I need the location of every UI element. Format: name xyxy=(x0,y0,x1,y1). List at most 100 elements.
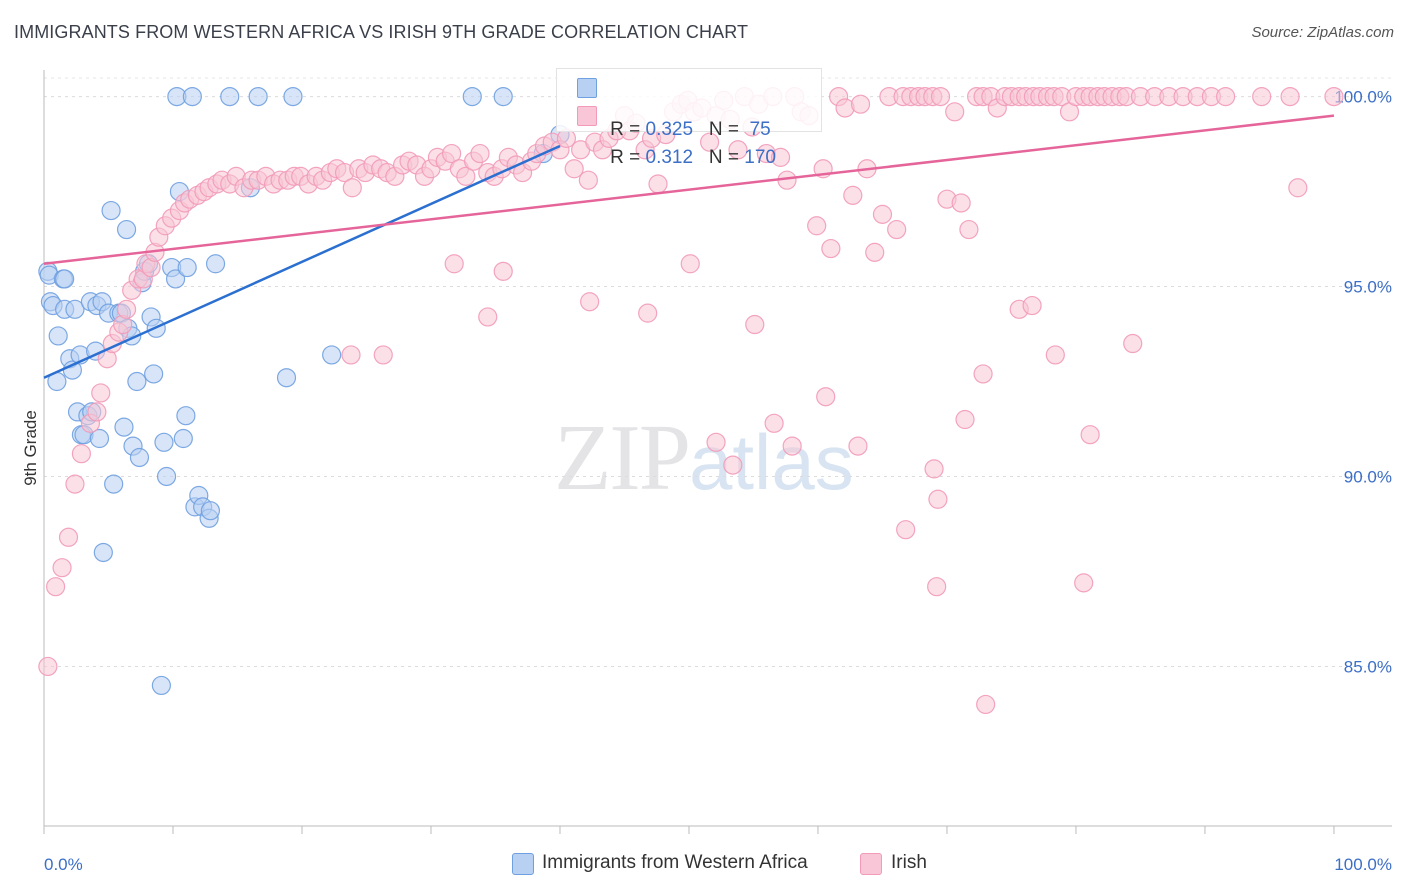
irish-point xyxy=(924,459,944,479)
western-africa-point xyxy=(462,86,482,107)
irish-point xyxy=(848,436,868,456)
irish-point xyxy=(764,413,784,433)
irish-point xyxy=(843,185,863,205)
western-africa-point xyxy=(65,299,85,319)
y-tick-label: 90.0% xyxy=(1344,467,1392,486)
irish-point xyxy=(373,345,393,365)
western-africa-point xyxy=(114,417,134,437)
source-label: Source: ZipAtlas.com xyxy=(1251,24,1394,41)
irish-point xyxy=(580,292,600,312)
bottom-legend-swatch-irish xyxy=(860,853,882,875)
western-africa-point xyxy=(493,86,513,107)
irish-point xyxy=(58,527,79,547)
western-africa-point xyxy=(322,345,342,365)
western-africa-point xyxy=(101,200,121,221)
irish-point xyxy=(46,577,66,597)
irish-point xyxy=(782,436,802,456)
irish-point xyxy=(1252,86,1272,107)
western-africa-point xyxy=(283,86,303,107)
irish-point xyxy=(87,402,107,422)
irish-point xyxy=(706,432,726,452)
irish-point xyxy=(1288,178,1308,198)
western-africa-point xyxy=(248,86,268,107)
irish-point xyxy=(700,132,720,152)
irish-point xyxy=(1022,295,1042,316)
irish-point xyxy=(945,102,965,122)
irish-point xyxy=(723,455,743,475)
x-tick-label: 0.0% xyxy=(44,855,83,874)
correlation-legend: R = 0.325 N = 75 R = 0.312 N = 170 xyxy=(556,68,822,168)
legend-r-value: 0.312 xyxy=(645,147,694,168)
irish-point xyxy=(1045,345,1065,365)
western-africa-point xyxy=(127,371,147,392)
irish-point xyxy=(1280,86,1300,107)
irish-point xyxy=(872,204,893,224)
legend-row-irish: R = 0.312 N = 170 xyxy=(577,103,776,191)
irish-point xyxy=(52,558,72,578)
legend-n-label: N = xyxy=(708,147,745,168)
western-africa-point xyxy=(129,447,150,468)
irish-point xyxy=(456,166,476,186)
irish-point xyxy=(65,474,85,494)
legend-n-value: 170 xyxy=(744,147,776,168)
irish-point xyxy=(680,254,700,274)
irish-point xyxy=(1074,573,1094,593)
irish-point xyxy=(1324,86,1344,107)
irish-point xyxy=(493,261,513,281)
y-axis-label: 9th Grade xyxy=(21,410,40,486)
legend-r-value: 0.325 xyxy=(645,119,694,140)
irish-point xyxy=(38,656,58,677)
legend-r-label: R = xyxy=(610,119,646,140)
legend-swatch-pink xyxy=(577,106,597,126)
irish-point xyxy=(444,254,464,274)
irish-point xyxy=(564,159,584,179)
watermark-atlas: atlas xyxy=(689,418,854,506)
legend-n-value: 75 xyxy=(744,119,771,140)
irish-point xyxy=(1123,333,1143,354)
bottom-legend-swatch-western-africa xyxy=(512,853,534,875)
western-africa-point xyxy=(205,254,226,274)
western-africa-point xyxy=(144,364,164,384)
western-africa-point xyxy=(173,428,193,449)
irish-point xyxy=(478,307,498,327)
legend-n-label: N = xyxy=(708,119,745,140)
irish-point xyxy=(973,364,993,384)
irish-point xyxy=(470,143,490,164)
irish-point xyxy=(976,694,996,715)
western-africa-point xyxy=(55,269,75,289)
legend-r-label: R = xyxy=(610,147,646,168)
y-tick-label: 95.0% xyxy=(1344,278,1392,297)
x-tick-label: 100.0% xyxy=(1334,855,1392,874)
bottom-legend-western-africa: Immigrants from Western Africa xyxy=(542,852,808,873)
irish-point xyxy=(638,303,658,323)
irish-point xyxy=(116,299,137,319)
irish-point xyxy=(850,94,871,114)
western-africa-point xyxy=(182,86,202,107)
irish-point xyxy=(442,143,462,164)
bottom-legend-irish: Irish xyxy=(891,852,927,873)
irish-point xyxy=(1215,86,1236,107)
irish-point xyxy=(1080,425,1100,445)
western-africa-point xyxy=(276,368,297,388)
watermark: ZIPatlas xyxy=(554,404,854,512)
chart-title: IMMIGRANTS FROM WESTERN AFRICA VS IRISH … xyxy=(14,22,749,42)
irish-point xyxy=(770,147,791,167)
western-africa-point xyxy=(176,406,196,426)
legend-row-western-africa: R = 0.325 N = 75 xyxy=(577,75,771,163)
western-africa-point xyxy=(116,219,137,240)
irish-point xyxy=(91,383,111,403)
irish-point xyxy=(927,577,947,597)
western-africa-point xyxy=(177,257,197,278)
irish-point xyxy=(930,86,951,107)
western-africa-trendline xyxy=(43,144,561,379)
irish-point xyxy=(578,170,598,190)
western-africa-point xyxy=(104,474,124,494)
watermark-zip: ZIP xyxy=(554,406,691,510)
y-tick-label: 100.0% xyxy=(1334,88,1392,107)
irish-point xyxy=(816,387,836,407)
irish-point xyxy=(887,219,907,240)
western-africa-point xyxy=(220,86,240,107)
irish-point xyxy=(341,345,361,365)
western-africa-point xyxy=(154,432,174,452)
y-tick-label: 85.0% xyxy=(1344,657,1392,676)
